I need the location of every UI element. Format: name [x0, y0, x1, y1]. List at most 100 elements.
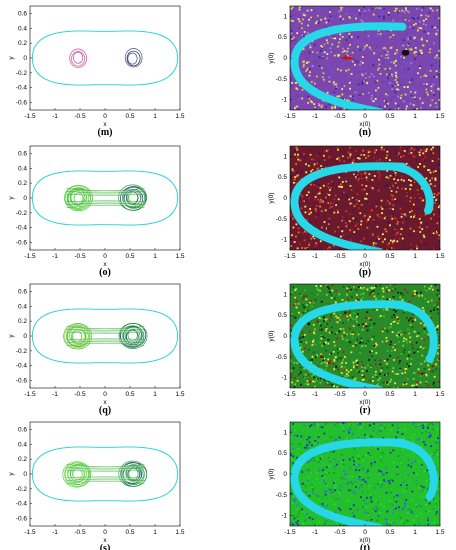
basin-dot	[396, 63, 399, 66]
basin-dot	[437, 312, 439, 315]
x-tick-label: 0.5	[385, 253, 394, 260]
basin-dot	[372, 430, 375, 432]
basin-dot	[406, 148, 409, 151]
basin-dot	[376, 8, 379, 11]
basin-dot	[336, 209, 339, 212]
basin-dot	[360, 67, 362, 70]
basin-dot	[394, 7, 397, 10]
basin-dot	[379, 36, 382, 38]
basin-dot	[401, 508, 404, 511]
basin-dot	[376, 448, 379, 451]
basin-dot	[412, 27, 415, 29]
basin-dot	[436, 352, 439, 355]
basin-dot	[342, 422, 345, 424]
basin-dot	[358, 470, 361, 473]
basin-dot	[432, 91, 435, 94]
basin-dot	[291, 443, 294, 445]
basin-dot	[427, 51, 429, 54]
basin-dot	[323, 432, 326, 435]
basin-dot	[364, 433, 366, 436]
basin-dot	[381, 81, 384, 84]
basin-dot	[345, 74, 347, 77]
basin-dot	[335, 438, 337, 441]
basin-dot	[315, 523, 317, 526]
basin-dot	[359, 9, 362, 12]
basin-dot	[435, 199, 437, 202]
basin-dot	[439, 295, 440, 297]
basin-dot	[438, 49, 440, 52]
basin-dot	[421, 372, 423, 375]
basin-dot	[361, 475, 364, 478]
basin-dot	[314, 343, 317, 346]
basin-dot	[409, 227, 412, 230]
basin-dot	[344, 473, 346, 475]
basin-dot	[321, 200, 324, 203]
basin-dot	[306, 352, 308, 355]
basin-dot	[351, 60, 354, 63]
basin-dot	[408, 332, 411, 335]
basin-dot	[319, 381, 322, 384]
basin-dot	[307, 210, 310, 213]
basin-dot	[310, 149, 313, 152]
right-orbit	[122, 464, 145, 486]
basin-dot	[305, 508, 308, 511]
basin-dot	[330, 488, 333, 491]
basin-dot	[359, 13, 361, 16]
basin-dot	[313, 163, 316, 166]
basin-dot	[315, 20, 318, 23]
basin-dot	[408, 233, 411, 236]
basin-dot	[402, 155, 405, 157]
basin-dot	[414, 319, 417, 321]
basin-dot	[367, 9, 370, 12]
basin-dot	[419, 149, 422, 152]
basin-dot	[396, 494, 398, 497]
basin-dot	[385, 286, 388, 289]
basin-dot	[290, 7, 293, 10]
basin-dot	[399, 233, 402, 236]
basin-dot	[322, 340, 325, 343]
basin-dot	[365, 79, 368, 82]
basin-dot	[321, 480, 324, 483]
basin-dot	[383, 296, 385, 299]
basin-dot	[405, 214, 407, 217]
basin-dot	[366, 239, 369, 242]
basin-dot	[334, 503, 337, 506]
basin-dot	[434, 200, 437, 203]
basin-dot	[429, 179, 431, 182]
basin-dot	[314, 195, 317, 198]
basin-dot	[438, 88, 440, 91]
basin-dot	[318, 160, 321, 163]
left-orbit	[64, 462, 89, 486]
basin-dot	[317, 321, 320, 324]
basin-dot	[349, 489, 352, 492]
basin-dot	[393, 284, 396, 286]
x-axis-label: x	[103, 261, 107, 268]
y-tick-label: 0.2	[18, 180, 27, 187]
x-tick-label: 1.5	[175, 113, 184, 120]
basin-dot	[293, 241, 296, 243]
right-orbit	[120, 462, 145, 485]
basin-dot	[340, 58, 342, 61]
basin-dot	[292, 423, 294, 425]
basin-dot	[367, 476, 370, 479]
basin-dot	[380, 153, 383, 156]
basin-dot	[410, 202, 413, 205]
basin-dot	[315, 493, 318, 496]
basin-dot	[318, 290, 321, 293]
basin-dot	[392, 449, 395, 452]
basin-dot	[308, 74, 311, 77]
basin-dot	[364, 366, 366, 369]
y-tick-label: -0.4	[16, 363, 28, 370]
basin-dot	[376, 507, 379, 510]
basin-dot	[381, 240, 384, 243]
basin-dot	[392, 288, 394, 290]
basin-dot	[325, 327, 328, 330]
basin-dot	[319, 285, 322, 288]
basin-dot	[386, 366, 389, 369]
basin-dot	[323, 378, 326, 381]
basin-dot	[332, 158, 335, 161]
basin-dot	[319, 457, 322, 460]
basin-dot	[419, 151, 422, 154]
basin-dot	[372, 503, 374, 506]
basin-dot	[375, 481, 378, 483]
